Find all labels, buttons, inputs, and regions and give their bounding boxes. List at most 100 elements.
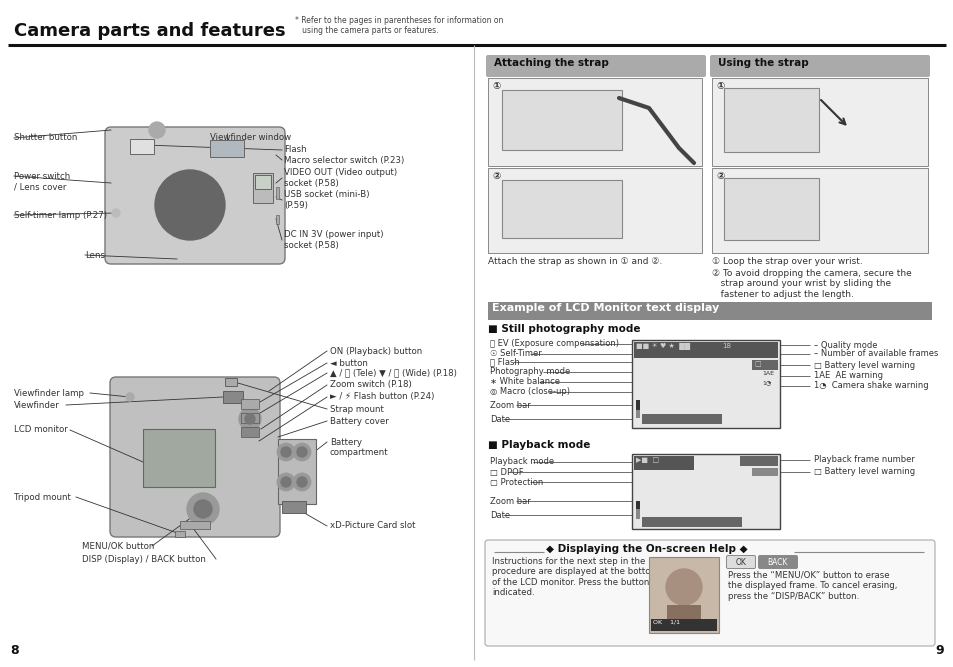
Text: – Number of available frames: – Number of available frames <box>813 350 938 358</box>
Text: BACK: BACK <box>767 558 787 567</box>
Text: Zoom bar: Zoom bar <box>490 400 530 410</box>
Circle shape <box>281 477 291 487</box>
Text: 1AE: 1AE <box>761 371 773 376</box>
Text: Instructions for the next step in the
procedure are displayed at the bottom
of t: Instructions for the next step in the pr… <box>492 557 659 597</box>
Bar <box>174 531 185 537</box>
Bar <box>241 399 258 409</box>
Text: ①: ① <box>716 81 723 91</box>
Text: 1AE  AE warning: 1AE AE warning <box>813 372 882 380</box>
Text: Example of LCD Monitor text display: Example of LCD Monitor text display <box>492 303 719 313</box>
Text: ②: ② <box>492 171 499 181</box>
Bar <box>180 521 210 529</box>
Text: □ DPOF: □ DPOF <box>490 468 523 476</box>
Bar <box>275 215 278 224</box>
Text: DISP (Display) / BACK button: DISP (Display) / BACK button <box>82 554 206 564</box>
Text: ① Loop the strap over your wrist.: ① Loop the strap over your wrist. <box>711 257 862 266</box>
Circle shape <box>245 414 254 424</box>
Text: MENU/OK button: MENU/OK button <box>82 542 154 550</box>
Text: 1◔: 1◔ <box>761 380 771 385</box>
Text: 9: 9 <box>934 644 943 657</box>
Text: OK: OK <box>735 558 745 567</box>
Bar <box>636 400 639 410</box>
Text: Self-timer lamp (P.27): Self-timer lamp (P.27) <box>14 211 107 219</box>
Text: DC IN 3V (power input)
socket (P.58): DC IN 3V (power input) socket (P.58) <box>284 230 383 249</box>
Text: Zoom bar: Zoom bar <box>490 496 530 506</box>
Text: ■■ ☀ ♥ ★  ██: ■■ ☀ ♥ ★ ██ <box>636 343 689 350</box>
Text: Date: Date <box>490 414 510 424</box>
Text: Attach the strap as shown in ① and ②.: Attach the strap as shown in ① and ②. <box>488 257 661 266</box>
Text: USB socket (mini-B)
(P.59): USB socket (mini-B) (P.59) <box>284 190 369 209</box>
Text: Tripod mount: Tripod mount <box>14 492 71 502</box>
Bar <box>254 175 271 189</box>
Bar <box>241 427 258 437</box>
Bar <box>631 340 780 428</box>
Circle shape <box>281 447 291 457</box>
Text: * Refer to the pages in parentheses for information on
   using the camera parts: * Refer to the pages in parentheses for … <box>294 16 503 35</box>
Text: ■ Playback mode: ■ Playback mode <box>488 440 590 450</box>
Bar <box>277 439 315 504</box>
Text: OK    1/1: OK 1/1 <box>652 620 679 625</box>
Text: ◎ Macro (close-up): ◎ Macro (close-up) <box>490 388 569 396</box>
Bar <box>711 78 927 166</box>
Text: Macro selector switch (P.23): Macro selector switch (P.23) <box>284 155 404 165</box>
Bar <box>501 180 621 238</box>
Text: ∗ White balance: ∗ White balance <box>490 378 559 386</box>
Bar <box>751 360 778 370</box>
Text: □: □ <box>753 361 760 367</box>
Bar <box>210 140 244 157</box>
Text: ON (Playback) button: ON (Playback) button <box>330 346 422 356</box>
Text: ⓺ EV (Exposure compensation): ⓺ EV (Exposure compensation) <box>490 340 618 348</box>
Bar <box>648 557 719 633</box>
Text: ◄ button: ◄ button <box>330 358 368 368</box>
FancyBboxPatch shape <box>105 127 285 264</box>
Text: VIDEO OUT (Video output)
socket (P.58): VIDEO OUT (Video output) socket (P.58) <box>284 168 396 187</box>
Bar <box>711 168 927 253</box>
Bar <box>723 88 818 152</box>
Bar <box>636 501 639 509</box>
Bar <box>650 619 717 631</box>
Text: ▲ / １ (Tele) ▼ / ； (Wide) (P.18): ▲ / １ (Tele) ▼ / ； (Wide) (P.18) <box>330 368 456 378</box>
Text: Lens: Lens <box>85 251 105 259</box>
Circle shape <box>149 122 165 138</box>
Text: Power switch
/ Lens cover: Power switch / Lens cover <box>14 172 71 191</box>
Bar <box>634 456 693 470</box>
Circle shape <box>293 443 311 461</box>
Circle shape <box>276 443 294 461</box>
Text: ◆ Displaying the On-screen Help ◆: ◆ Displaying the On-screen Help ◆ <box>545 544 747 554</box>
FancyBboxPatch shape <box>110 377 280 537</box>
Bar <box>282 501 306 513</box>
Text: xD-Picture Card slot: xD-Picture Card slot <box>330 522 416 530</box>
Circle shape <box>163 178 216 232</box>
Text: Using the strap: Using the strap <box>718 58 808 68</box>
Text: Ⓐ Flash: Ⓐ Flash <box>490 358 519 366</box>
Text: ①: ① <box>492 81 499 91</box>
FancyBboxPatch shape <box>485 55 705 77</box>
Text: Flash: Flash <box>284 145 306 155</box>
Text: 8: 8 <box>10 644 19 657</box>
Text: ②: ② <box>716 171 723 181</box>
Bar <box>241 413 258 423</box>
Text: Playback frame number: Playback frame number <box>813 456 914 464</box>
FancyBboxPatch shape <box>484 540 934 646</box>
Text: ► / ⚡ Flash button (P.24): ► / ⚡ Flash button (P.24) <box>330 392 434 402</box>
FancyBboxPatch shape <box>709 55 929 77</box>
Text: 1◔  Camera shake warning: 1◔ Camera shake warning <box>813 382 927 390</box>
Text: Shutter button: Shutter button <box>14 133 77 143</box>
Text: Battery
compartment: Battery compartment <box>330 438 388 458</box>
Text: ② To avoid dropping the camera, secure the
   strap around your wrist by sliding: ② To avoid dropping the camera, secure t… <box>711 269 911 299</box>
Bar <box>740 456 778 466</box>
Circle shape <box>187 493 219 525</box>
Bar <box>488 78 701 166</box>
Circle shape <box>112 209 120 217</box>
Text: ▶■  □: ▶■ □ <box>636 457 659 463</box>
Text: Viewfinder: Viewfinder <box>14 400 60 410</box>
Bar <box>223 391 243 403</box>
Bar <box>253 173 273 203</box>
Text: Date: Date <box>490 510 510 520</box>
Bar <box>634 342 778 358</box>
Circle shape <box>126 393 133 401</box>
Circle shape <box>296 477 307 487</box>
Circle shape <box>154 170 225 240</box>
Bar <box>225 378 236 386</box>
Circle shape <box>239 408 261 430</box>
